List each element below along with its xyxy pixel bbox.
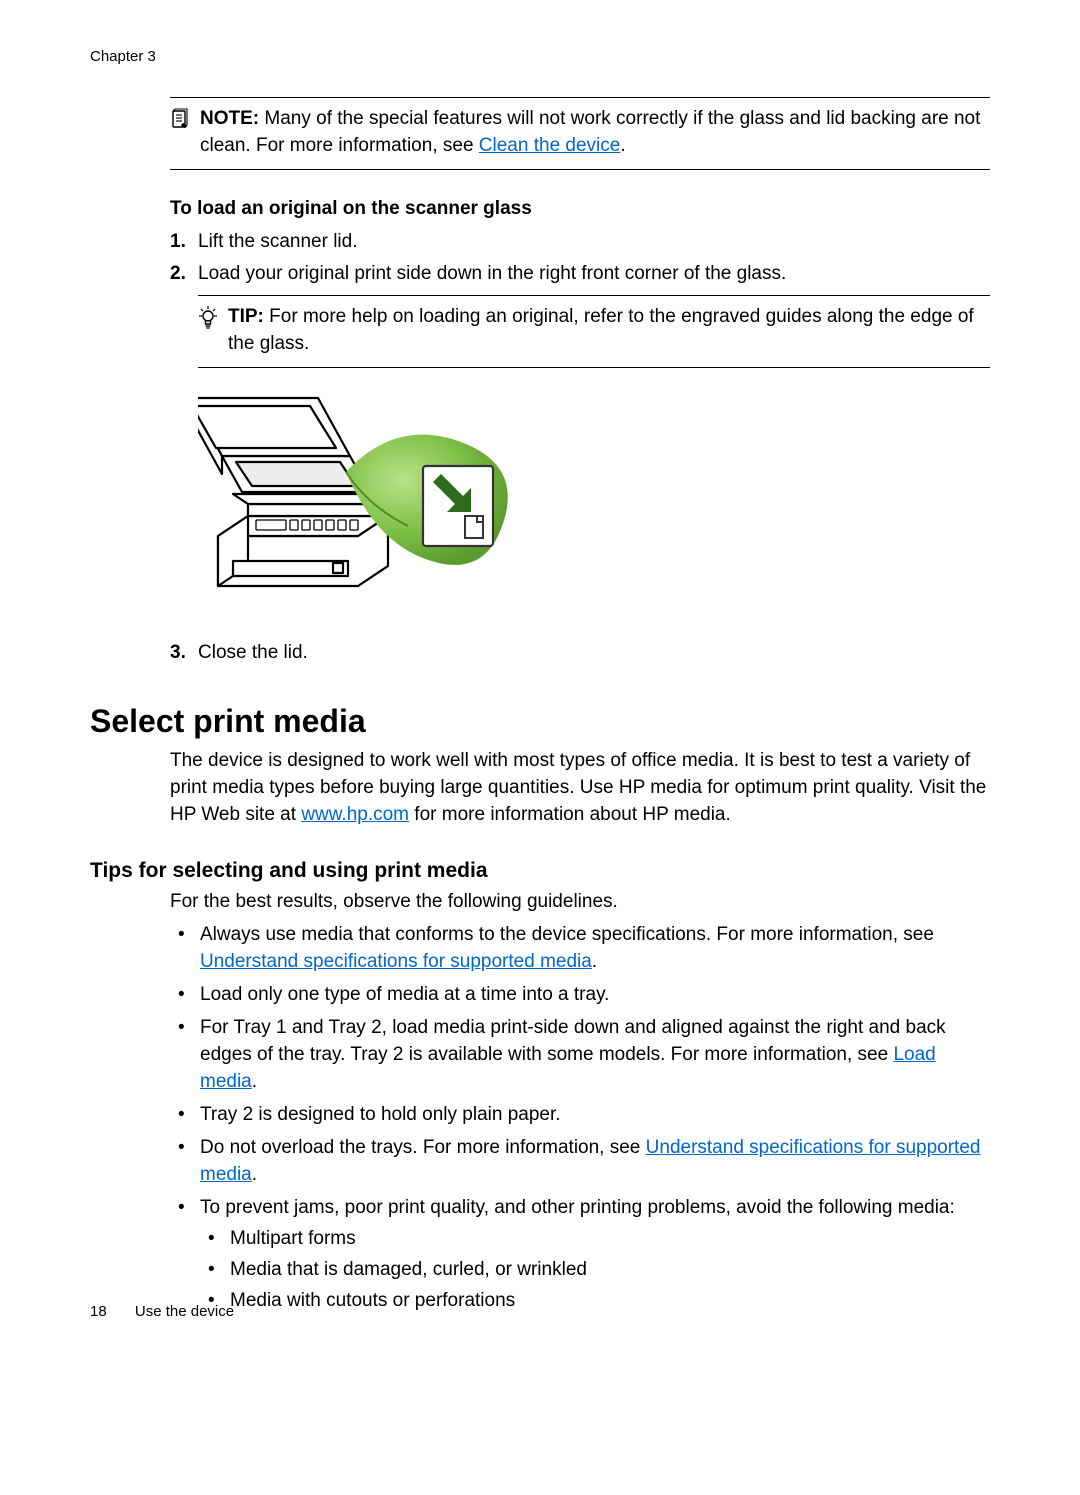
tips-heading: Tips for selecting and using print media	[90, 859, 990, 883]
page-number: 18	[90, 1303, 107, 1320]
note-body-after: .	[620, 135, 625, 156]
note-text: NOTE: Many of the special features will …	[200, 106, 990, 159]
step-1-num: 1.	[170, 228, 198, 256]
step-3-text: Close the lid.	[198, 639, 308, 667]
select-print-media-heading: Select print media	[90, 703, 990, 740]
sub-bullet-1: Multipart forms	[200, 1226, 990, 1253]
note-label: NOTE:	[200, 108, 259, 129]
lightbulb-icon	[198, 306, 218, 335]
load-original-steps-cont: 3. Close the lid.	[170, 639, 990, 667]
step-3-num: 3.	[170, 639, 198, 667]
bullet-5-after: .	[252, 1164, 257, 1185]
tip-text: TIP: For more help on loading an origina…	[228, 304, 990, 357]
bullet-1-after: .	[592, 951, 597, 972]
para-after-link: for more information about HP media.	[409, 804, 731, 825]
step-2-num: 2.	[170, 260, 198, 288]
tip-box: TIP: For more help on loading an origina…	[198, 295, 990, 368]
bullet-3-after: .	[252, 1071, 257, 1092]
bullet-3-before: For Tray 1 and Tray 2, load media print-…	[200, 1017, 946, 1065]
bullet-3: For Tray 1 and Tray 2, load media print-…	[170, 1015, 990, 1096]
note-icon	[170, 108, 190, 135]
hp-website-link[interactable]: www.hp.com	[301, 804, 409, 825]
tip-body: For more help on loading an original, re…	[228, 306, 974, 354]
note-box: NOTE: Many of the special features will …	[170, 97, 990, 170]
step-3: 3. Close the lid.	[170, 639, 990, 667]
load-original-steps: 1. Lift the scanner lid. 2. Load your or…	[170, 228, 990, 287]
tips-bullet-list: Always use media that conforms to the de…	[170, 922, 990, 1315]
chapter-header: Chapter 3	[90, 48, 990, 65]
clean-device-link[interactable]: Clean the device	[479, 135, 621, 156]
bullet-5-before: Do not overload the trays. For more info…	[200, 1137, 646, 1158]
load-original-heading: To load an original on the scanner glass	[170, 198, 990, 220]
step-2: 2. Load your original print side down in…	[170, 260, 990, 288]
step-1: 1. Lift the scanner lid.	[170, 228, 990, 256]
bullet-2: Load only one type of media at a time in…	[170, 982, 990, 1009]
bullet-5: Do not overload the trays. For more info…	[170, 1135, 990, 1189]
bullet-4: Tray 2 is designed to hold only plain pa…	[170, 1102, 990, 1129]
tip-label: TIP:	[228, 306, 264, 327]
step-1-text: Lift the scanner lid.	[198, 228, 357, 256]
specs-link-1[interactable]: Understand specifications for supported …	[200, 951, 592, 972]
bullet-1-before: Always use media that conforms to the de…	[200, 924, 934, 945]
tips-intro: For the best results, observe the follow…	[170, 889, 990, 916]
step-2-text: Load your original print side down in th…	[198, 260, 786, 288]
bullet-6: To prevent jams, poor print quality, and…	[170, 1195, 990, 1315]
printer-illustration	[198, 386, 990, 621]
page-footer: 18 Use the device	[90, 1303, 234, 1320]
bullet-6-text: To prevent jams, poor print quality, and…	[200, 1197, 955, 1218]
select-print-media-para: The device is designed to work well with…	[170, 748, 990, 829]
footer-section-title: Use the device	[135, 1303, 234, 1320]
bullet-1: Always use media that conforms to the de…	[170, 922, 990, 976]
sub-bullet-2: Media that is damaged, curled, or wrinkl…	[200, 1257, 990, 1284]
sub-bullet-list: Multipart forms Media that is damaged, c…	[200, 1226, 990, 1315]
sub-bullet-3: Media with cutouts or perforations	[200, 1288, 990, 1315]
